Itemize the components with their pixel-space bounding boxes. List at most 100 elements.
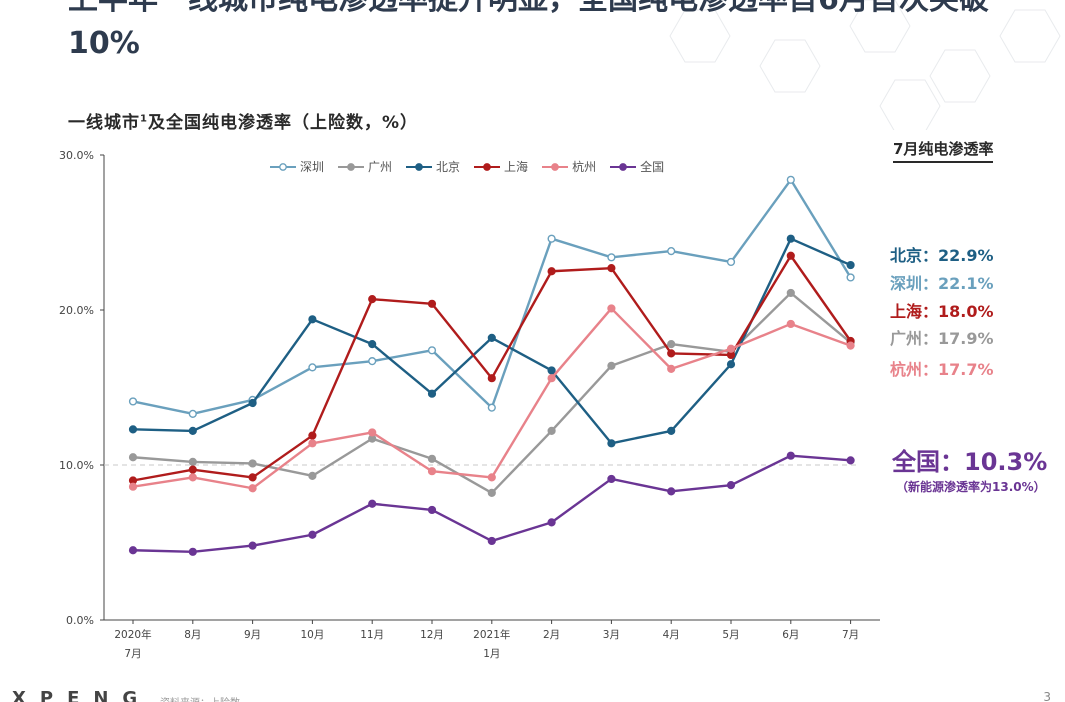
- data-point-北京: [248, 398, 257, 408]
- legend-item: 深圳: [270, 158, 324, 175]
- chart-title-footnote: 1: [140, 113, 148, 125]
- legend-label: 上海: [504, 160, 529, 174]
- national-value: 10.3%: [964, 448, 1048, 476]
- data-point-北京: [308, 315, 317, 324]
- data-point-杭州: [128, 482, 138, 491]
- data-point-杭州: [667, 364, 676, 374]
- side-label-value: 22.9%: [938, 246, 994, 265]
- x-tick-label: 5月: [722, 629, 739, 641]
- x-tick-label: 6月: [782, 629, 799, 641]
- x-tick-label: 2月: [543, 629, 560, 641]
- legend-swatch: [406, 162, 433, 171]
- side-label-广州: 广州：17.9%: [890, 325, 994, 349]
- data-point-广州: [248, 459, 257, 468]
- data-point-深圳: [846, 273, 855, 282]
- data-point-广州: [487, 488, 496, 498]
- data-point-全国: [607, 474, 616, 484]
- x-tick-label: 2021年: [473, 628, 510, 641]
- data-point-上海: [487, 374, 496, 383]
- data-point-北京: [427, 389, 437, 398]
- legend-label: 杭州: [572, 160, 597, 174]
- legend-swatch: [542, 162, 569, 171]
- data-point-杭州: [188, 473, 197, 482]
- legend-item: 广州: [338, 158, 392, 175]
- side-label-深圳: 深圳：22.1%: [890, 270, 994, 294]
- data-point-广州: [427, 454, 437, 463]
- data-point-北京: [667, 426, 676, 436]
- chart-title: 一线城市1及全国纯电渗透率（上险数，%）: [68, 108, 418, 133]
- x-tick-label: 7月: [842, 629, 859, 641]
- data-point-上海: [368, 295, 377, 304]
- data-point-全国: [547, 518, 556, 527]
- data-point-杭州: [248, 484, 257, 493]
- page-number: 3: [1043, 690, 1051, 702]
- legend-item: 上海: [474, 158, 528, 175]
- x-tick-label: 4月: [663, 629, 680, 641]
- data-point-全国: [308, 530, 317, 539]
- data-point-广州: [667, 340, 676, 349]
- legend-label: 全国: [640, 160, 665, 174]
- data-point-深圳: [487, 403, 496, 412]
- x-tick-label: 8月: [184, 629, 201, 641]
- y-tick-label: 0.0%: [66, 614, 94, 627]
- national-value-callout: 全国：10.3%: [892, 442, 1047, 477]
- data-point-深圳: [128, 397, 138, 406]
- legend-label: 北京: [436, 160, 461, 174]
- data-point-北京: [188, 426, 197, 436]
- data-point-深圳: [786, 175, 795, 184]
- x-tick-label: 2020年: [114, 628, 151, 641]
- side-label-value: 17.9%: [938, 329, 994, 348]
- data-point-广州: [308, 471, 317, 480]
- data-point-深圳: [368, 357, 377, 366]
- data-point-深圳: [547, 234, 556, 243]
- x-tick-label: 12月: [420, 629, 444, 641]
- data-point-全国: [786, 451, 795, 460]
- page-title: 上半年一线城市纯电渗透率提升明显，全国纯电渗透率首6月首次突破10%: [68, 0, 989, 61]
- data-point-上海: [547, 267, 556, 276]
- data-point-杭州: [846, 341, 855, 350]
- data-point-深圳: [188, 409, 197, 418]
- x-tick-label: 7月: [124, 648, 141, 660]
- side-label-杭州: 杭州：17.7%: [890, 356, 994, 380]
- data-point-深圳: [308, 363, 317, 372]
- national-label: 全国：: [892, 448, 964, 476]
- data-point-北京: [607, 439, 616, 448]
- data-point-上海: [786, 251, 795, 260]
- data-point-北京: [368, 340, 377, 349]
- side-label-city: 北京：: [890, 246, 939, 265]
- data-point-广州: [128, 453, 138, 462]
- data-point-上海: [188, 465, 197, 474]
- data-point-全国: [667, 487, 676, 496]
- series-line-上海: [132, 254, 852, 482]
- side-label-value: 17.7%: [938, 360, 994, 379]
- side-label-city: 深圳：: [890, 274, 939, 293]
- side-panel-title: 7月纯电渗透率: [893, 138, 994, 163]
- data-point-上海: [607, 264, 616, 273]
- data-point-杭州: [786, 319, 795, 329]
- data-point-广州: [786, 288, 795, 298]
- data-point-北京: [726, 360, 736, 369]
- legend-swatch: [338, 162, 365, 171]
- data-point-上海: [427, 299, 437, 308]
- x-tick-label: 3月: [603, 629, 620, 641]
- legend-label: 深圳: [300, 160, 325, 174]
- y-tick-label: 30.0%: [59, 149, 94, 162]
- x-tick-label: 1月: [483, 648, 500, 660]
- data-point-全国: [487, 536, 496, 546]
- side-label-city: 杭州：: [890, 360, 939, 379]
- data-point-深圳: [667, 247, 676, 256]
- side-label-city: 上海：: [890, 302, 939, 321]
- series-line-广州: [132, 291, 852, 495]
- data-point-深圳: [607, 253, 616, 262]
- data-point-广州: [188, 457, 197, 467]
- data-point-杭州: [368, 428, 377, 437]
- data-point-深圳: [427, 346, 437, 355]
- legend-item: 北京: [406, 158, 460, 175]
- data-point-上海: [667, 349, 676, 358]
- data-point-北京: [547, 366, 556, 375]
- data-point-北京: [846, 260, 855, 270]
- legend-item: 杭州: [542, 158, 596, 175]
- data-point-北京: [128, 425, 138, 434]
- data-point-全国: [368, 499, 377, 508]
- data-point-广州: [547, 426, 556, 436]
